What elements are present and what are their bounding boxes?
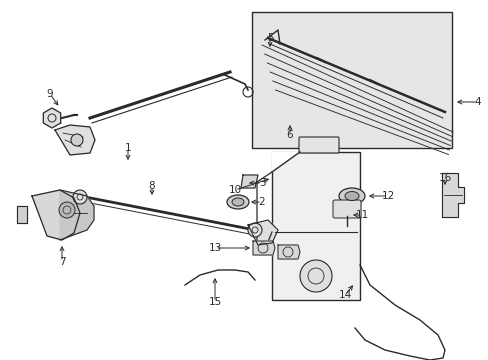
Text: 6: 6 bbox=[286, 130, 293, 140]
FancyBboxPatch shape bbox=[298, 137, 338, 153]
Circle shape bbox=[59, 202, 75, 218]
Ellipse shape bbox=[345, 192, 358, 201]
Text: 9: 9 bbox=[46, 89, 53, 99]
Circle shape bbox=[71, 134, 83, 146]
Circle shape bbox=[299, 260, 331, 292]
Polygon shape bbox=[60, 190, 94, 240]
Text: 15: 15 bbox=[208, 297, 221, 307]
Polygon shape bbox=[241, 175, 258, 188]
Text: 12: 12 bbox=[381, 191, 394, 201]
Polygon shape bbox=[247, 220, 278, 245]
Polygon shape bbox=[271, 152, 299, 172]
Text: 5: 5 bbox=[266, 33, 273, 43]
Text: 11: 11 bbox=[355, 210, 368, 220]
Polygon shape bbox=[55, 125, 95, 155]
Polygon shape bbox=[17, 206, 27, 223]
Text: 7: 7 bbox=[59, 257, 65, 267]
Text: 2: 2 bbox=[258, 197, 265, 207]
Polygon shape bbox=[252, 241, 274, 255]
Text: 10: 10 bbox=[228, 185, 241, 195]
Text: 16: 16 bbox=[437, 173, 451, 183]
Ellipse shape bbox=[226, 195, 248, 209]
Bar bbox=[271, 152, 359, 300]
Circle shape bbox=[73, 190, 87, 204]
Bar bbox=[251, 12, 451, 148]
Polygon shape bbox=[441, 173, 463, 217]
Text: 13: 13 bbox=[208, 243, 221, 253]
Circle shape bbox=[247, 223, 262, 237]
Text: 8: 8 bbox=[148, 181, 155, 191]
Ellipse shape bbox=[338, 188, 364, 204]
Polygon shape bbox=[278, 245, 299, 259]
Text: 1: 1 bbox=[124, 143, 131, 153]
Polygon shape bbox=[43, 108, 61, 128]
Text: 3: 3 bbox=[258, 178, 265, 188]
Text: 14: 14 bbox=[338, 290, 351, 300]
FancyBboxPatch shape bbox=[332, 200, 360, 218]
Polygon shape bbox=[32, 190, 80, 240]
Text: 4: 4 bbox=[474, 97, 480, 107]
Ellipse shape bbox=[231, 198, 244, 206]
